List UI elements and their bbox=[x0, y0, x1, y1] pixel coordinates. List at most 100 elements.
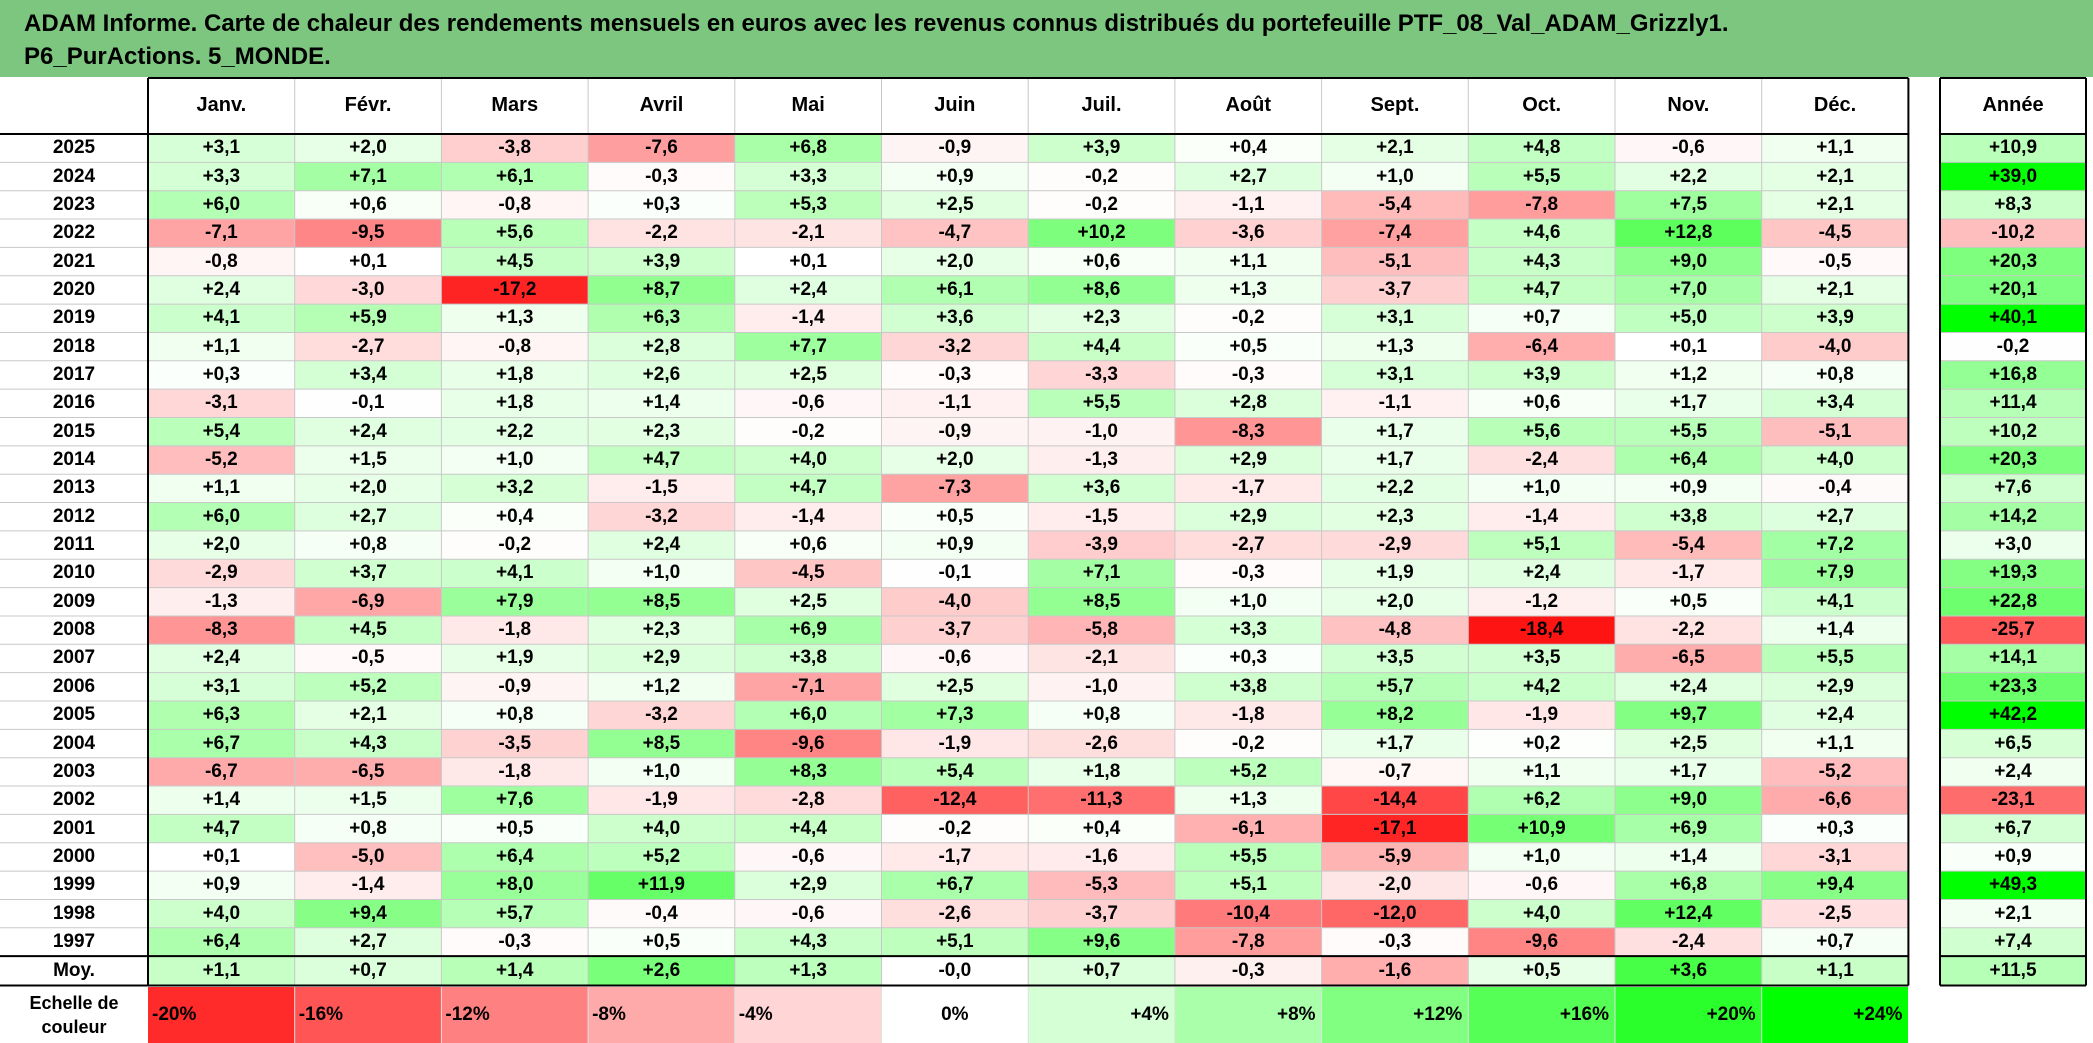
heatmap-cell: +2,0 bbox=[1321, 587, 1469, 616]
heatmap-cell: -0,2 bbox=[734, 417, 882, 446]
heatmap-cell: +4,0 bbox=[734, 445, 882, 475]
heatmap-cell: +2,1 bbox=[1761, 162, 1909, 191]
average-cell: -0,0 bbox=[881, 956, 1029, 986]
heatmap-cell: -3,8 bbox=[441, 134, 589, 163]
heatmap-cell: +4,0 bbox=[588, 814, 735, 843]
heatmap-cell: +1,0 bbox=[1321, 162, 1469, 191]
heatmap-cell: -11,3 bbox=[1028, 786, 1175, 815]
heatmap-cell: -1,5 bbox=[588, 474, 735, 503]
heatmap-cell: -6,4 bbox=[1468, 332, 1615, 361]
heatmap-cell: -5,3 bbox=[1028, 871, 1175, 900]
heatmap-cell: +1,4 bbox=[148, 786, 295, 815]
heatmap-cell: +2,2 bbox=[1615, 162, 1762, 191]
year-label: 2000 bbox=[52, 845, 96, 867]
heatmap-cell: -5,1 bbox=[1321, 247, 1469, 276]
heatmap-cell: +5,2 bbox=[1174, 757, 1322, 787]
heatmap-cell: +2,1 bbox=[1761, 275, 1909, 305]
heatmap-cell: -1,4 bbox=[734, 502, 882, 531]
annual-cell: +19,3 bbox=[1940, 559, 2086, 588]
heatmap-cell: +3,3 bbox=[1174, 615, 1322, 645]
heatmap-cell: -0,9 bbox=[881, 417, 1029, 446]
heatmap-cell: +2,0 bbox=[294, 134, 442, 163]
year-label: 2013 bbox=[52, 477, 96, 499]
heatmap-cell: +2,7 bbox=[294, 927, 442, 957]
heatmap-cell: +8,5 bbox=[1028, 587, 1175, 616]
heatmap-cell: +1,9 bbox=[441, 644, 589, 673]
heatmap-cell: -0,6 bbox=[734, 842, 882, 872]
heatmap-cell: +0,4 bbox=[1028, 814, 1175, 843]
heatmap-cell: -2,8 bbox=[734, 786, 882, 815]
heatmap-cell: +3,1 bbox=[1321, 304, 1469, 333]
annual-cell: +20,3 bbox=[1940, 445, 2086, 475]
heatmap-cell: -0,4 bbox=[588, 899, 735, 928]
heatmap-cell: +0,9 bbox=[881, 530, 1029, 560]
heatmap-cell: -0,3 bbox=[588, 162, 735, 191]
heatmap-cell: +5,5 bbox=[1028, 389, 1175, 418]
heatmap-cell: +5,1 bbox=[1468, 530, 1615, 560]
heatmap-cell: -1,1 bbox=[1321, 389, 1469, 418]
annual-cell: +49,3 bbox=[1940, 871, 2086, 900]
year-label: 2011 bbox=[53, 534, 95, 556]
column-header: Mai bbox=[791, 94, 825, 116]
year-label: 2018 bbox=[52, 335, 96, 357]
annual-cell: +11,4 bbox=[1940, 389, 2086, 418]
heatmap-cell: -3,9 bbox=[1028, 530, 1175, 560]
heatmap-cell: +5,5 bbox=[1615, 417, 1762, 446]
heatmap-cell: +4,2 bbox=[1468, 672, 1615, 701]
heatmap-cell: +8,7 bbox=[588, 275, 735, 305]
heatmap-cell: -9,6 bbox=[1468, 927, 1615, 957]
heatmap-cell: +2,4 bbox=[294, 417, 442, 446]
heatmap-cell: -6,7 bbox=[148, 757, 295, 787]
heatmap-cell: -0,2 bbox=[881, 814, 1029, 843]
heatmap-cell: -4,8 bbox=[1321, 615, 1469, 645]
chart-title: ADAM Informe. Carte de chaleur des rende… bbox=[0, 0, 2093, 77]
heatmap-cell: +10,9 bbox=[1468, 814, 1615, 843]
heatmap-cell: +6,3 bbox=[148, 701, 295, 730]
heatmap-cell: +5,6 bbox=[441, 219, 589, 248]
heatmap-cell: +4,0 bbox=[1761, 445, 1909, 475]
annual-column-header: Année bbox=[1982, 94, 2044, 116]
heatmap-cell: +1,7 bbox=[1321, 445, 1469, 475]
color-scale-step: -12% bbox=[441, 987, 589, 1043]
heatmap-cell: -6,9 bbox=[294, 587, 442, 616]
heatmap-cell: +6,9 bbox=[734, 615, 882, 645]
heatmap-cell: -0,6 bbox=[1615, 134, 1762, 163]
heatmap-cell: -5,8 bbox=[1028, 615, 1175, 645]
annual-cell: +14,2 bbox=[1940, 502, 2086, 531]
heatmap-cell: +1,3 bbox=[1174, 275, 1322, 305]
year-label: 2002 bbox=[52, 789, 96, 811]
column-header: Janv. bbox=[196, 94, 247, 116]
heatmap-cell: +0,4 bbox=[1174, 134, 1322, 163]
average-cell: +0,5 bbox=[1468, 956, 1615, 986]
average-cell: +2,6 bbox=[588, 956, 735, 986]
average-cell: +1,1 bbox=[1761, 956, 1909, 986]
heatmap-cell: +4,8 bbox=[1468, 134, 1615, 163]
heatmap-cell: +6,7 bbox=[148, 729, 295, 758]
heatmap-cell: +5,3 bbox=[734, 190, 882, 220]
heatmap-cell: +5,7 bbox=[1321, 672, 1469, 701]
heatmap-cell: +12,4 bbox=[1615, 899, 1762, 928]
heatmap-cell: -0,2 bbox=[1174, 304, 1322, 333]
heatmap-cell: -1,1 bbox=[881, 389, 1029, 418]
annual-cell: +23,3 bbox=[1940, 672, 2086, 701]
color-scale-step: -8% bbox=[588, 987, 735, 1043]
heatmap-cell: +0,3 bbox=[1174, 644, 1322, 673]
heatmap-cell: +4,4 bbox=[734, 814, 882, 843]
heatmap-cell: +0,5 bbox=[1174, 332, 1322, 361]
heatmap-cell: -7,6 bbox=[588, 134, 735, 163]
heatmap-cell: -3,2 bbox=[881, 332, 1029, 361]
column-header: Déc. bbox=[1813, 94, 1857, 116]
average-annual-cell: +11,5 bbox=[1940, 956, 2086, 986]
annual-cell: +3,0 bbox=[1940, 530, 2086, 560]
year-label: 2003 bbox=[52, 760, 96, 782]
heatmap-cell: -1,1 bbox=[1174, 190, 1322, 220]
heatmap-cell: +4,7 bbox=[1468, 275, 1615, 305]
year-label: 2022 bbox=[52, 222, 96, 244]
year-label: 2023 bbox=[52, 193, 96, 215]
heatmap-cell: -1,4 bbox=[1468, 502, 1615, 531]
heatmap-cell: +2,0 bbox=[881, 445, 1029, 475]
heatmap-cell: +2,6 bbox=[588, 360, 735, 390]
heatmap-cell: +5,9 bbox=[294, 304, 442, 333]
heatmap-cell: +3,1 bbox=[1321, 360, 1469, 390]
year-label: 2017 bbox=[52, 363, 96, 385]
